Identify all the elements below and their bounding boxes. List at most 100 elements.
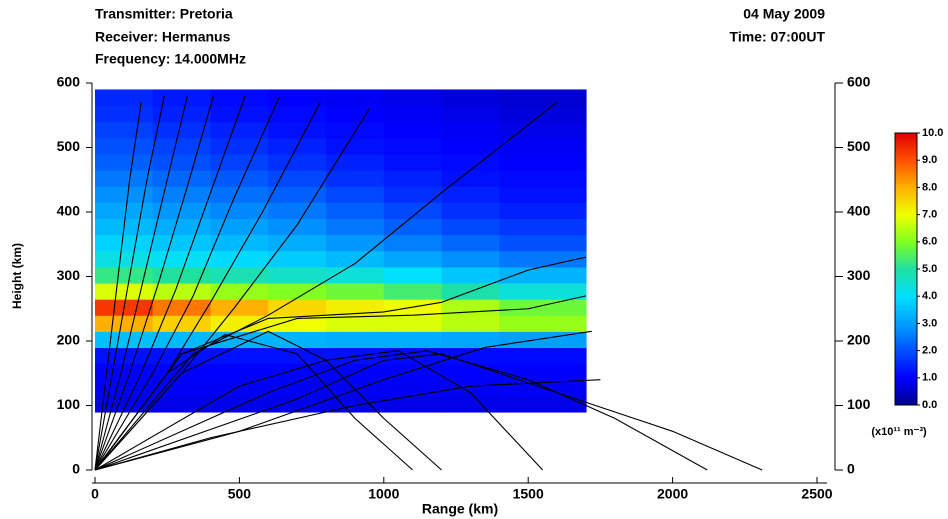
heatmap-cell (268, 282, 327, 300)
heatmap-cell (499, 347, 587, 365)
heatmap-cell (326, 105, 385, 123)
x-tick-label: 2000 (657, 486, 688, 502)
y2-tick-label: 100 (847, 396, 871, 412)
heatmap-cell (441, 170, 500, 187)
ray (94, 95, 165, 471)
heatmap-cell (268, 250, 327, 268)
heatmap-cell (326, 218, 385, 236)
ray (94, 95, 214, 471)
heatmap-cell (152, 234, 212, 252)
y-tick-label: 500 (57, 138, 81, 154)
heatmap-cell (383, 89, 443, 107)
transmitter: Transmitter: Pretoria (95, 6, 233, 22)
heatmap-cell (326, 347, 385, 365)
heatmap-cell (210, 105, 269, 123)
heatmap-cell (210, 170, 269, 187)
heatmap-cell (441, 379, 500, 397)
x-tick-label: 2500 (801, 486, 832, 502)
heatmap-cell (268, 89, 327, 107)
y2-tick-label: 200 (847, 332, 871, 348)
colorbar-tick-label: 0.0 (922, 399, 937, 411)
heatmap-cell (499, 153, 587, 171)
heatmap-cell (95, 105, 154, 123)
y-tick-label: 600 (57, 74, 81, 90)
heatmap-cell (152, 250, 212, 268)
ray (94, 102, 142, 471)
heatmap-cell (383, 170, 443, 187)
colorbar-tick-label: 4.0 (922, 290, 937, 302)
heatmap-cell (95, 266, 154, 284)
heatmap-cell (268, 299, 327, 316)
x-tick-label: 0 (91, 486, 99, 502)
heatmap-cell (210, 186, 269, 203)
heatmap-cell (383, 347, 443, 365)
heatmap-cell (210, 347, 269, 365)
ray (94, 95, 281, 471)
heatmap-cell (326, 137, 385, 155)
heatmap-cell (326, 121, 385, 139)
ray (94, 350, 544, 471)
heatmap-cell (383, 331, 443, 349)
heatmap-cell (383, 379, 443, 397)
heatmap-cell (499, 186, 587, 203)
heatmap-cell (326, 299, 385, 316)
heatmap-cell (95, 89, 154, 107)
heatmap-cell (441, 363, 500, 381)
heatmap-cell (152, 153, 212, 171)
heatmap-cell (499, 170, 587, 187)
heatmap-cell (383, 153, 443, 171)
heatmap-cell (383, 234, 443, 252)
colorbar-tick-label: 10.0 (922, 127, 943, 139)
heatmap-cell (95, 153, 154, 171)
heatmap-cell (383, 266, 443, 284)
heatmap-cell (326, 331, 385, 349)
colorbar (894, 132, 918, 406)
y-tick-label: 0 (72, 461, 80, 477)
rays (94, 95, 763, 471)
heatmap-cell (268, 186, 327, 203)
y2-tick-label: 500 (847, 138, 871, 154)
heatmap-cell (152, 282, 212, 300)
frequency: Frequency: 14.000MHz (95, 51, 246, 67)
heatmap-cell (268, 202, 327, 220)
heatmap-cell (95, 395, 154, 413)
heatmap-cell (210, 218, 269, 236)
colorbar-tick-label: 5.0 (922, 263, 937, 275)
heatmap-cell (268, 105, 327, 123)
ray (94, 330, 592, 471)
heatmap-cell (268, 153, 327, 171)
x-axis-label: Range (km) (422, 501, 498, 517)
heatmap-cell (383, 282, 443, 300)
heatmap-cell (383, 121, 443, 139)
heatmap-cell (441, 395, 500, 413)
heatmap-cell (210, 250, 269, 268)
heatmap-cell (268, 331, 327, 349)
heatmap-cell (499, 250, 587, 268)
heatmap-cell (210, 282, 269, 300)
y2-tick-label: 300 (847, 267, 871, 283)
time: Time: 07:00UT (730, 29, 826, 45)
ray (94, 353, 763, 471)
heatmap-cell (95, 250, 154, 268)
receiver: Receiver: Hermanus (95, 29, 231, 45)
ray (94, 333, 414, 471)
heatmap-cell (383, 395, 443, 413)
ray (94, 101, 558, 471)
heatmap-cell (152, 266, 212, 284)
y2-tick-label: 400 (847, 203, 871, 219)
x-tick-label: 500 (228, 486, 252, 502)
colorbar-tick-label: 3.0 (922, 317, 937, 329)
heatmap-cell (95, 363, 154, 381)
heatmap-cell (152, 218, 212, 236)
heatmap-cell (326, 186, 385, 203)
heatmap-cell (95, 282, 154, 300)
heatmap-cell (268, 266, 327, 284)
colorbar-tick-label: 7.0 (922, 209, 937, 221)
heatmap-cell (152, 202, 212, 220)
y2-tick-label: 0 (847, 461, 855, 477)
date: 04 May 2009 (743, 6, 825, 22)
heatmap-cell (95, 315, 154, 332)
heatmap-cell (499, 234, 587, 252)
colorbar-tick-label: 6.0 (922, 236, 937, 248)
ray (94, 95, 246, 471)
